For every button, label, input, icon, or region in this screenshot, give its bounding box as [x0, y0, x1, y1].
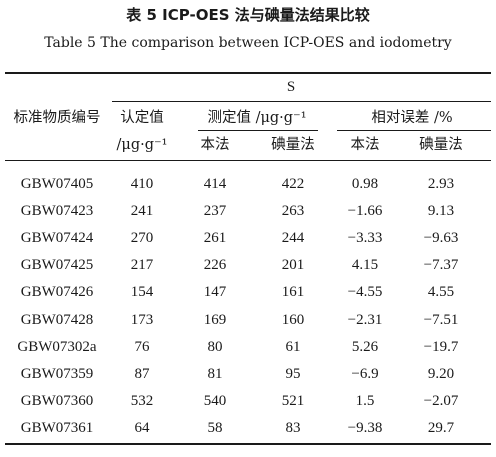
measured-header-rule: [198, 130, 318, 131]
error-this-cell: −6.9: [351, 365, 379, 382]
element-header: S: [286, 79, 296, 95]
error-iodometry-cell: −7.37: [423, 257, 459, 274]
material-code-cell: GBW07359: [20, 365, 94, 382]
error-this-cell: 5.26: [351, 338, 379, 355]
header-bottom-rule: [5, 160, 491, 161]
certified-value-cell: 173: [130, 311, 154, 328]
material-code-cell: GBW07302a: [17, 338, 97, 355]
error-header-rule: [337, 130, 491, 131]
material-code-cell: GBW07361: [20, 419, 94, 436]
error-iodometry-cell: −19.7: [423, 338, 459, 355]
error-method-iodometry-header: 碘量法: [419, 137, 463, 153]
relative-error-header: 相对误差 /%: [371, 110, 453, 126]
certified-unit-header: /μg·g⁻¹: [116, 137, 168, 153]
certified-value-cell: 217: [130, 257, 154, 274]
error-this-cell: −2.31: [347, 311, 383, 328]
error-iodometry-cell: 2.93: [427, 176, 455, 192]
measured-iodometry-cell: 263: [281, 203, 305, 220]
error-this-cell: 0.98: [351, 176, 379, 192]
element-header-rule: [112, 101, 491, 102]
certified-value-cell: 64: [134, 419, 150, 436]
material-code-cell: GBW07425: [20, 257, 94, 274]
material-code-cell: GBW07428: [20, 311, 94, 328]
error-iodometry-cell: 9.13: [427, 203, 455, 220]
error-iodometry-cell: −2.07: [423, 392, 459, 409]
measured-iodometry-cell: 521: [281, 392, 305, 409]
certified-value-cell: 270: [130, 230, 154, 247]
measured-this-cell: 540: [203, 392, 227, 409]
material-code-cell: GBW07426: [20, 284, 94, 301]
measured-iodometry-cell: 422: [281, 176, 305, 192]
certified-value-cell: 410: [130, 176, 154, 192]
error-this-cell: −4.55: [347, 284, 383, 301]
error-this-cell: −1.66: [347, 203, 383, 220]
error-this-cell: 1.5: [355, 392, 375, 409]
certified-value-cell: 154: [130, 284, 154, 301]
error-iodometry-cell: 29.7: [427, 419, 455, 436]
error-this-cell: 4.15: [351, 257, 379, 274]
material-code-header: 标准物质编号: [13, 110, 101, 126]
table-title-english: Table 5 The comparison between ICP-OES a…: [44, 35, 452, 51]
measured-this-cell: 169: [203, 311, 227, 328]
material-code-cell: GBW07424: [20, 230, 94, 247]
measured-this-cell: 261: [203, 230, 227, 247]
measured-iodometry-cell: 160: [281, 311, 305, 328]
certified-value-header: 认定值: [120, 110, 164, 126]
material-code-cell: GBW07405: [20, 176, 94, 192]
table-top-rule: [5, 72, 491, 74]
measured-this-cell: 80: [207, 338, 223, 355]
error-this-cell: −9.38: [347, 419, 383, 436]
table-title-chinese: 表 5 ICP-OES 法与碘量法结果比较: [126, 6, 370, 24]
measured-this-cell: 414: [203, 176, 227, 192]
measured-method-iodometry-header: 碘量法: [271, 137, 315, 153]
error-iodometry-cell: 4.55: [427, 284, 455, 301]
measured-iodometry-cell: 161: [281, 284, 305, 301]
measured-iodometry-cell: 201: [281, 257, 305, 274]
error-iodometry-cell: −9.63: [423, 230, 459, 247]
error-iodometry-cell: −7.51: [423, 311, 459, 328]
measured-iodometry-cell: 83: [285, 419, 301, 436]
measured-value-header: 测定值 /μg·g⁻¹: [207, 110, 307, 126]
certified-value-cell: 76: [134, 338, 150, 355]
measured-iodometry-cell: 61: [285, 338, 301, 355]
measured-this-cell: 237: [203, 203, 227, 220]
measured-this-cell: 147: [203, 284, 227, 301]
certified-value-cell: 87: [134, 365, 150, 382]
measured-this-cell: 81: [207, 365, 223, 382]
measured-this-cell: 58: [207, 419, 223, 436]
material-code-cell: GBW07360: [20, 392, 94, 409]
measured-method-this-header: 本法: [200, 137, 230, 153]
error-this-cell: −3.33: [347, 230, 383, 247]
error-iodometry-cell: 9.20: [427, 365, 455, 382]
certified-value-cell: 241: [130, 203, 154, 220]
measured-this-cell: 226: [203, 257, 227, 274]
table-bottom-rule: [5, 443, 491, 445]
measured-iodometry-cell: 95: [285, 365, 301, 382]
measured-iodometry-cell: 244: [281, 230, 305, 247]
certified-value-cell: 532: [130, 392, 154, 409]
material-code-cell: GBW07423: [20, 203, 94, 220]
error-method-this-header: 本法: [350, 137, 380, 153]
